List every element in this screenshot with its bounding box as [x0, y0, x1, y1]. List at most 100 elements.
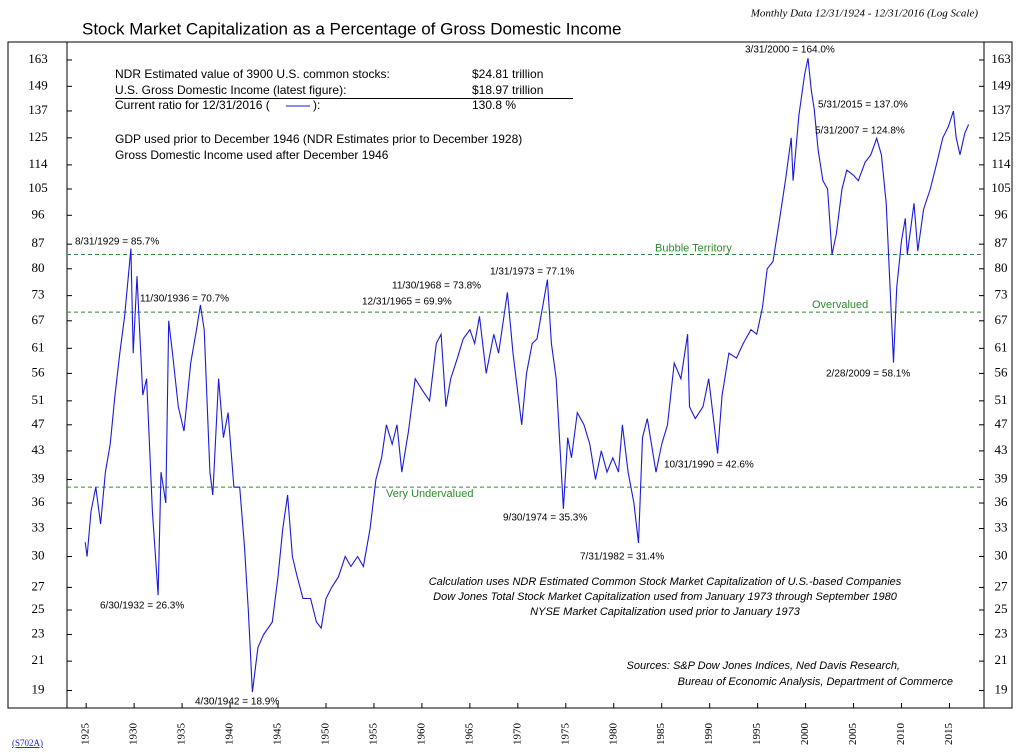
- info-value: $24.81 trillion: [472, 67, 543, 81]
- y-tick-label: 23: [995, 625, 1008, 640]
- sources: Sources: S&P Dow Jones Indices, Ned Davi…: [627, 660, 901, 672]
- info-label: Current ratio for 12/31/2016 (: [115, 98, 270, 112]
- y-tick-label: 30: [32, 547, 45, 562]
- y-tick-label: 19: [32, 681, 45, 696]
- reference-label: Bubble Territory: [655, 242, 732, 254]
- y-tick-label: 137: [991, 102, 1011, 117]
- y-tick-label: 105: [28, 180, 48, 195]
- x-tick-label: 1965: [463, 723, 475, 746]
- reference-label: Very Undervalued: [386, 488, 473, 500]
- subtitle: Monthly Data 12/31/1924 - 12/31/2016 (Lo…: [750, 8, 979, 20]
- y-tick-label: 137: [28, 102, 48, 117]
- y-tick-label: 25: [32, 601, 45, 616]
- x-tick-label: 1950: [320, 723, 332, 746]
- y-tick-label: 47: [32, 416, 46, 431]
- y-tick-label: 39: [32, 471, 45, 486]
- annotation: 2/28/2009 = 58.1%: [826, 369, 910, 380]
- y-tick-label: 21: [32, 652, 45, 667]
- y-tick-label: 73: [32, 287, 45, 302]
- info-label: NDR Estimated value of 3900 U.S. common …: [115, 67, 390, 81]
- y-tick-label: 27: [995, 578, 1009, 593]
- y-tick-label: 39: [995, 471, 1008, 486]
- x-tick-label: 1975: [559, 723, 571, 746]
- x-tick-label: 2015: [943, 723, 955, 746]
- y-tick-label: 67: [995, 312, 1009, 327]
- x-tick-label: 1990: [703, 723, 715, 746]
- y-tick-label: 25: [995, 601, 1008, 616]
- y-tick-label: 56: [32, 364, 46, 379]
- annotation: 10/31/1990 = 42.6%: [664, 460, 754, 471]
- y-tick-label: 96: [32, 206, 46, 221]
- method-note: NYSE Market Capitalization used prior to…: [530, 606, 801, 618]
- data-line: [84, 58, 970, 693]
- y-tick-label: 19: [995, 681, 1008, 696]
- y-tick-label: 163: [28, 51, 48, 66]
- sources: Bureau of Economic Analysis, Department …: [678, 676, 953, 688]
- y-tick-label: 21: [995, 652, 1008, 667]
- frame: [7, 41, 1013, 709]
- y-tick-label: 43: [995, 442, 1008, 457]
- x-tick-label: 1925: [80, 723, 92, 746]
- y-tick-label: 47: [995, 416, 1009, 431]
- annotation: 11/30/1968 = 73.8%: [392, 281, 481, 292]
- y-tick-label: 36: [995, 494, 1009, 509]
- y-tick-label: 149: [28, 77, 48, 92]
- y-tick-label: 125: [28, 129, 48, 144]
- annotation: 6/30/1932 = 26.3%: [100, 601, 184, 612]
- info-note: Gross Domestic Income used after Decembe…: [115, 148, 389, 162]
- y-tick-label: 33: [32, 520, 45, 535]
- annotation: 7/31/1982 = 31.4%: [580, 552, 664, 563]
- y-tick-label: 163: [991, 51, 1011, 66]
- method-note: Calculation uses NDR Estimated Common St…: [429, 576, 902, 588]
- y-tick-label: 36: [32, 494, 46, 509]
- annotation: 5/31/2015 = 137.0%: [818, 100, 908, 111]
- y-tick-label: 87: [32, 235, 46, 250]
- y-tick-label: 51: [32, 392, 45, 407]
- x-tick-label: 1955: [367, 723, 379, 746]
- x-tick-label: 1985: [655, 723, 667, 746]
- x-tick-label: 1940: [224, 723, 236, 746]
- y-tick-label: 87: [995, 235, 1009, 250]
- y-tick-label: 27: [32, 578, 46, 593]
- y-tick-label: 114: [28, 156, 48, 171]
- x-tick-label: 1930: [128, 723, 140, 746]
- info-label: ):: [313, 98, 320, 112]
- reference-label: Overvalued: [812, 299, 868, 311]
- y-tick-label: 51: [995, 392, 1008, 407]
- y-tick-label: 56: [995, 364, 1009, 379]
- y-tick-label: 73: [995, 287, 1008, 302]
- y-tick-label: 80: [32, 260, 45, 275]
- annotation: 3/31/2000 = 164.0%: [745, 45, 835, 56]
- y-tick-label: 105: [991, 180, 1011, 195]
- annotation: 12/31/1965 = 69.9%: [362, 297, 452, 308]
- annotation: 9/30/1974 = 35.3%: [503, 513, 587, 524]
- y-tick-label: 33: [995, 520, 1008, 535]
- x-tick-label: 2010: [895, 723, 907, 746]
- x-tick-label: 1995: [751, 723, 763, 746]
- x-tick-label: 1935: [176, 723, 188, 746]
- info-value: 130.8 %: [472, 98, 516, 112]
- y-tick-label: 149: [991, 77, 1011, 92]
- y-tick-label: 125: [991, 129, 1011, 144]
- y-tick-label: 114: [991, 156, 1011, 171]
- y-tick-label: 43: [32, 442, 45, 457]
- chart-title: Stock Market Capitalization as a Percent…: [82, 19, 622, 38]
- annotation: 8/31/1929 = 85.7%: [75, 237, 159, 248]
- info-label: U.S. Gross Domestic Income (latest figur…: [115, 83, 346, 97]
- info-value: $18.97 trillion: [472, 83, 543, 97]
- y-tick-label: 30: [995, 547, 1008, 562]
- y-tick-label: 23: [32, 625, 45, 640]
- y-tick-label: 80: [995, 260, 1008, 275]
- y-tick-label: 96: [995, 206, 1009, 221]
- y-tick-label: 61: [995, 339, 1008, 354]
- annotation: 1/31/1973 = 77.1%: [490, 267, 574, 278]
- y-tick-label: 67: [32, 312, 46, 327]
- x-tick-label: 2005: [847, 723, 859, 746]
- x-tick-label: 1960: [415, 723, 427, 746]
- annotation: 11/30/1936 = 70.7%: [140, 294, 229, 305]
- x-tick-label: 1945: [272, 723, 284, 746]
- chart-code: (S702A): [12, 738, 43, 748]
- x-tick-label: 2000: [799, 723, 811, 746]
- y-tick-label: 61: [32, 339, 45, 354]
